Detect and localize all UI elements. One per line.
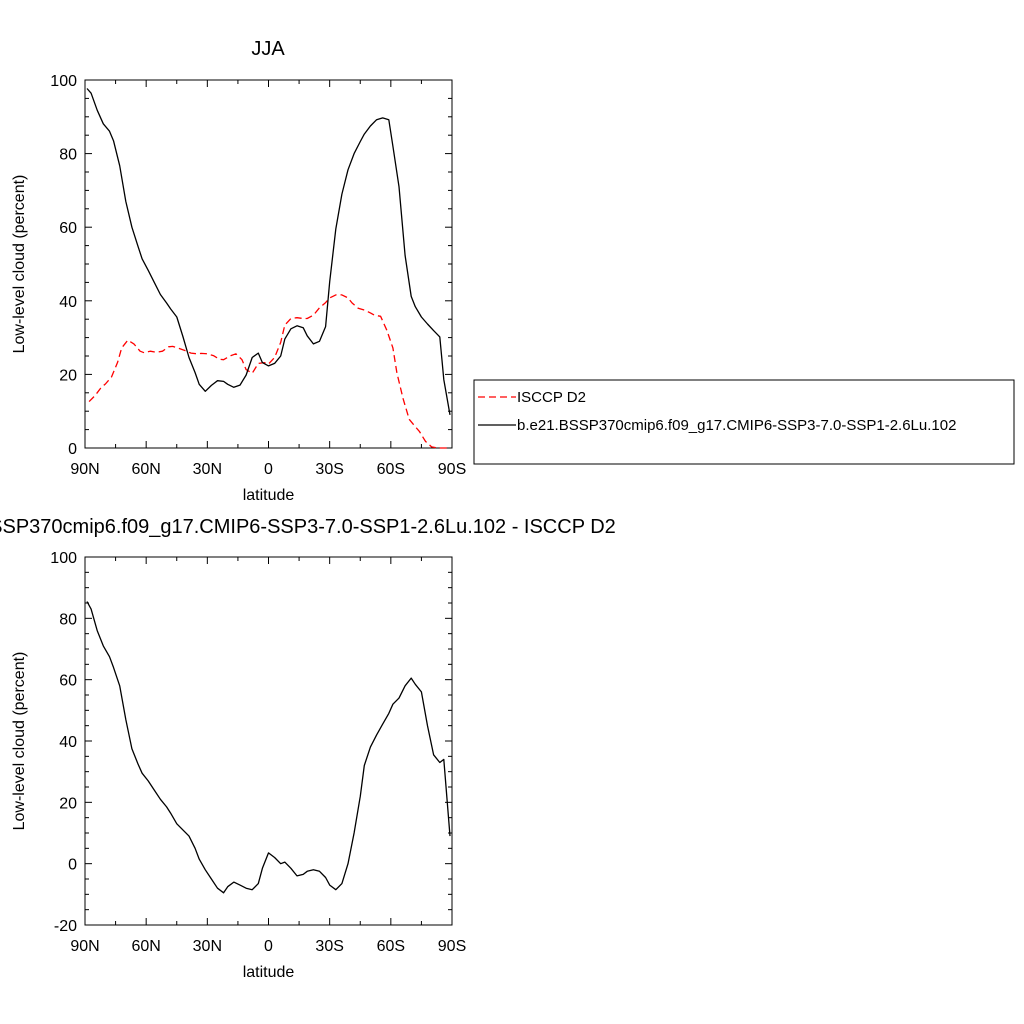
x-tick-label: 30N (193, 461, 222, 478)
x-tick-label: 30S (315, 938, 343, 955)
plot-frame (84, 79, 453, 449)
y-tick-label: 40 (59, 734, 77, 751)
series-line (88, 294, 448, 449)
chart-title: b.e21.BSSP370cmip6.f09_g17.CMIP6-SSP3-7.… (0, 516, 616, 538)
y-tick-label: -20 (54, 918, 77, 935)
x-tick-label: 0 (264, 461, 273, 478)
y-tick-label: 20 (59, 367, 77, 384)
x-axis-label: latitude (243, 487, 295, 504)
y-tick-label: 60 (59, 673, 77, 690)
x-tick-label: 30N (193, 938, 222, 955)
y-tick-label: 20 (59, 795, 77, 812)
legend-box (473, 379, 1015, 465)
legend: ISCCP D2 b.e21.BSSP370cmip6.f09_g17.CMIP6… (473, 379, 1015, 465)
x-tick-label: 90S (438, 461, 466, 478)
x-tick-label: 60N (131, 938, 160, 955)
series-line (86, 88, 451, 416)
y-axis-label: Low-level cloud (percent) (11, 652, 28, 831)
panel-top: 90N 60N 30N 0 30S 60S 90S 0 20 40 60 80 100 latitude L… (11, 38, 466, 504)
y-tick-label: 100 (50, 73, 77, 90)
x-tick-label: 90N (70, 461, 99, 478)
x-tick-label: 30S (315, 461, 343, 478)
x-tick-label: 60N (131, 461, 160, 478)
y-tick-label: 80 (59, 611, 77, 628)
legend-entry: ISCCP D2 (517, 389, 586, 406)
panel-bottom: 90N 60N 30N 0 30S 60S 90S -20 0 20 40 60 80 100 latitu… (0, 516, 616, 981)
y-tick-label: 100 (50, 550, 77, 567)
x-tick-label: 60S (377, 461, 405, 478)
x-tick-label: 0 (264, 938, 273, 955)
chart-title: JJA (251, 38, 285, 60)
y-axis-label: Low-level cloud (percent) (11, 175, 28, 354)
y-tick-label: 40 (59, 294, 77, 311)
y-tick-label: 0 (68, 857, 77, 874)
x-tick-label: 90N (70, 938, 99, 955)
x-axis-label: latitude (243, 964, 295, 981)
y-tick-label: 60 (59, 220, 77, 237)
y-tick-label: 0 (68, 441, 77, 458)
y-tick-label: 80 (59, 147, 77, 164)
legend-entry: b.e21.BSSP370cmip6.f09_g17.CMIP6-SSP3-7.… (517, 417, 956, 434)
plot-frame (84, 556, 453, 926)
series-line (86, 601, 451, 894)
x-tick-label: 60S (377, 938, 405, 955)
x-tick-label: 90S (438, 938, 466, 955)
